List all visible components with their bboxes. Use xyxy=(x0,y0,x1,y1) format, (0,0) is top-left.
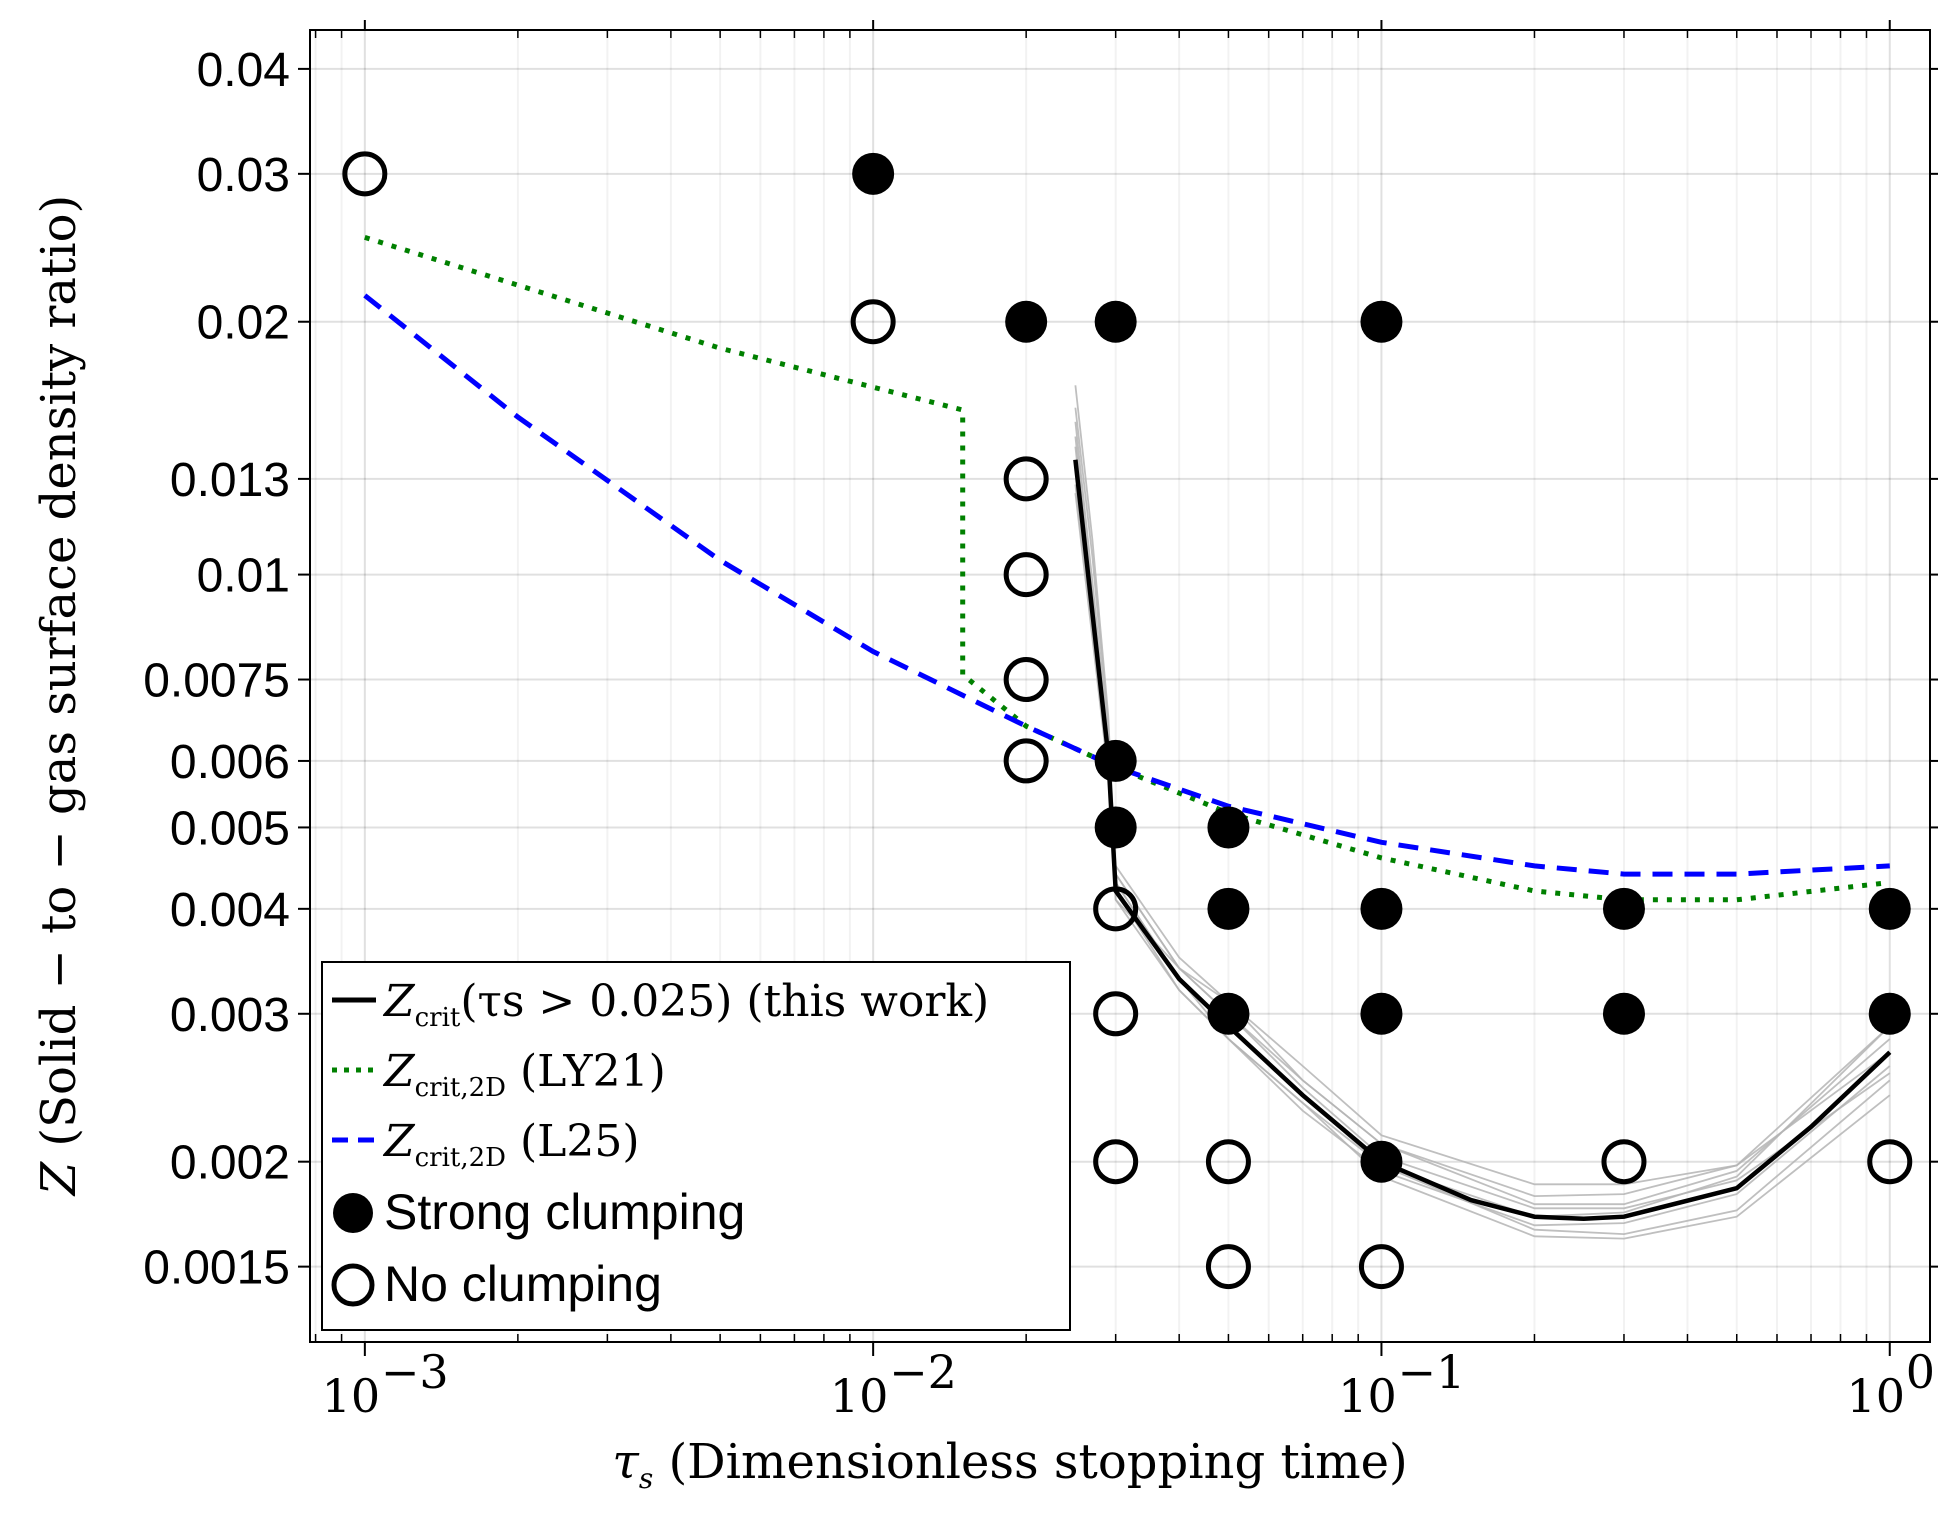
y-tick-label: 0.003 xyxy=(170,989,290,1042)
legend-label: Strong clumping xyxy=(384,1184,745,1240)
y-tick-label: 0.002 xyxy=(170,1137,290,1190)
x-tick-exponent: −1 xyxy=(1397,1345,1465,1399)
legend-swatch-filled xyxy=(333,1193,373,1233)
plot-frame xyxy=(309,29,1931,1343)
strong-clumping-point xyxy=(1360,887,1403,930)
y-tick-label: 0.006 xyxy=(170,736,290,789)
strong-clumping-point xyxy=(1360,992,1403,1035)
legend-box xyxy=(321,961,1071,1331)
markers xyxy=(342,151,1913,1290)
no-clumping-point xyxy=(1601,1139,1647,1185)
ticks: 0.0015 0.002 0.003 0.004 0.005 0.006 0.0075 0.0… xyxy=(143,20,1938,1423)
no-clumping-point xyxy=(1358,1244,1404,1290)
no-clumping-point xyxy=(1867,1139,1913,1185)
x-tick-exponent: 0 xyxy=(1906,1345,1935,1399)
y-tick-label: 0.03 xyxy=(197,149,290,202)
y-tick-label: 0.0015 xyxy=(143,1242,290,1295)
l25-line xyxy=(363,293,1890,877)
x-axis-title: τs (Dimensionless stopping time) xyxy=(612,1434,1407,1495)
x-tick-exponent: −2 xyxy=(889,1345,957,1399)
strong-clumping-point xyxy=(1360,300,1403,343)
strong-clumping-point xyxy=(852,152,895,195)
y-axis-title: Z (Solid − to − gas surface density rati… xyxy=(31,195,87,1197)
strong-clumping-point xyxy=(1005,300,1048,343)
strong-clumping-point xyxy=(1360,1140,1403,1183)
strong-clumping-point xyxy=(1602,887,1645,930)
y-tick-label: 0.04 xyxy=(197,44,290,97)
y-tick-label: 0.004 xyxy=(170,884,290,937)
no-clumping-point xyxy=(850,299,896,345)
x-tick-exponent: −3 xyxy=(381,1345,449,1399)
no-clumping-point xyxy=(1093,991,1139,1037)
strong-clumping-point xyxy=(1868,992,1911,1035)
legend-entry: Strong clumping xyxy=(333,1184,745,1240)
strong-clumping-point xyxy=(1207,887,1250,930)
x-tick-label: 10 xyxy=(1338,1369,1397,1423)
no-clumping-point xyxy=(1003,657,1049,703)
bootstrap-line xyxy=(1074,385,1891,1198)
strong-clumping-point xyxy=(1207,806,1250,849)
legend-label: Zcrit,2D (LY21) xyxy=(382,1046,666,1103)
legend: Zcrit(τs > 0.025) (this work) Zcrit,2D (L… xyxy=(321,961,1071,1331)
legend-entry: Zcrit,2D (LY21) xyxy=(332,1046,666,1103)
legend-entry: Zcrit(τs > 0.025) (this work) xyxy=(332,976,989,1033)
strong-clumping-point xyxy=(1094,806,1137,849)
legend-label: Zcrit(τs > 0.025) (this work) xyxy=(382,976,989,1033)
strong-clumping-point xyxy=(1207,992,1250,1035)
strong-clumping-point xyxy=(1094,300,1137,343)
no-clumping-point xyxy=(1003,552,1049,598)
legend-label: No clumping xyxy=(384,1256,662,1312)
y-tick-label: 0.005 xyxy=(170,802,290,855)
y-tick-label: 0.013 xyxy=(170,454,290,507)
x-tick-label: 10 xyxy=(322,1369,381,1423)
axes-frame xyxy=(309,29,1931,1343)
strong-clumping-point xyxy=(1094,739,1137,782)
no-clumping-point xyxy=(1093,886,1139,932)
y-tick-label: 0.01 xyxy=(197,550,290,603)
legend-label: Zcrit,2D (L25) xyxy=(382,1116,640,1173)
y-tick-label: 0.02 xyxy=(197,297,290,350)
no-clumping-point xyxy=(1093,1139,1139,1185)
no-clumping-point xyxy=(1003,738,1049,784)
x-tick-label: 10 xyxy=(830,1369,889,1423)
legend-entry: Zcrit,2D (L25) xyxy=(332,1116,640,1173)
no-clumping-point xyxy=(1205,1244,1251,1290)
strong-clumping-point xyxy=(1602,992,1645,1035)
strong-clumping-point xyxy=(1868,887,1911,930)
legend-entry: No clumping xyxy=(331,1256,662,1312)
x-tick-label: 10 xyxy=(1846,1369,1905,1423)
no-clumping-point xyxy=(342,151,388,197)
legend-swatch-open xyxy=(331,1263,375,1307)
y-tick-label: 0.0075 xyxy=(143,655,290,708)
no-clumping-point xyxy=(1003,456,1049,502)
no-clumping-point xyxy=(1205,1139,1251,1185)
